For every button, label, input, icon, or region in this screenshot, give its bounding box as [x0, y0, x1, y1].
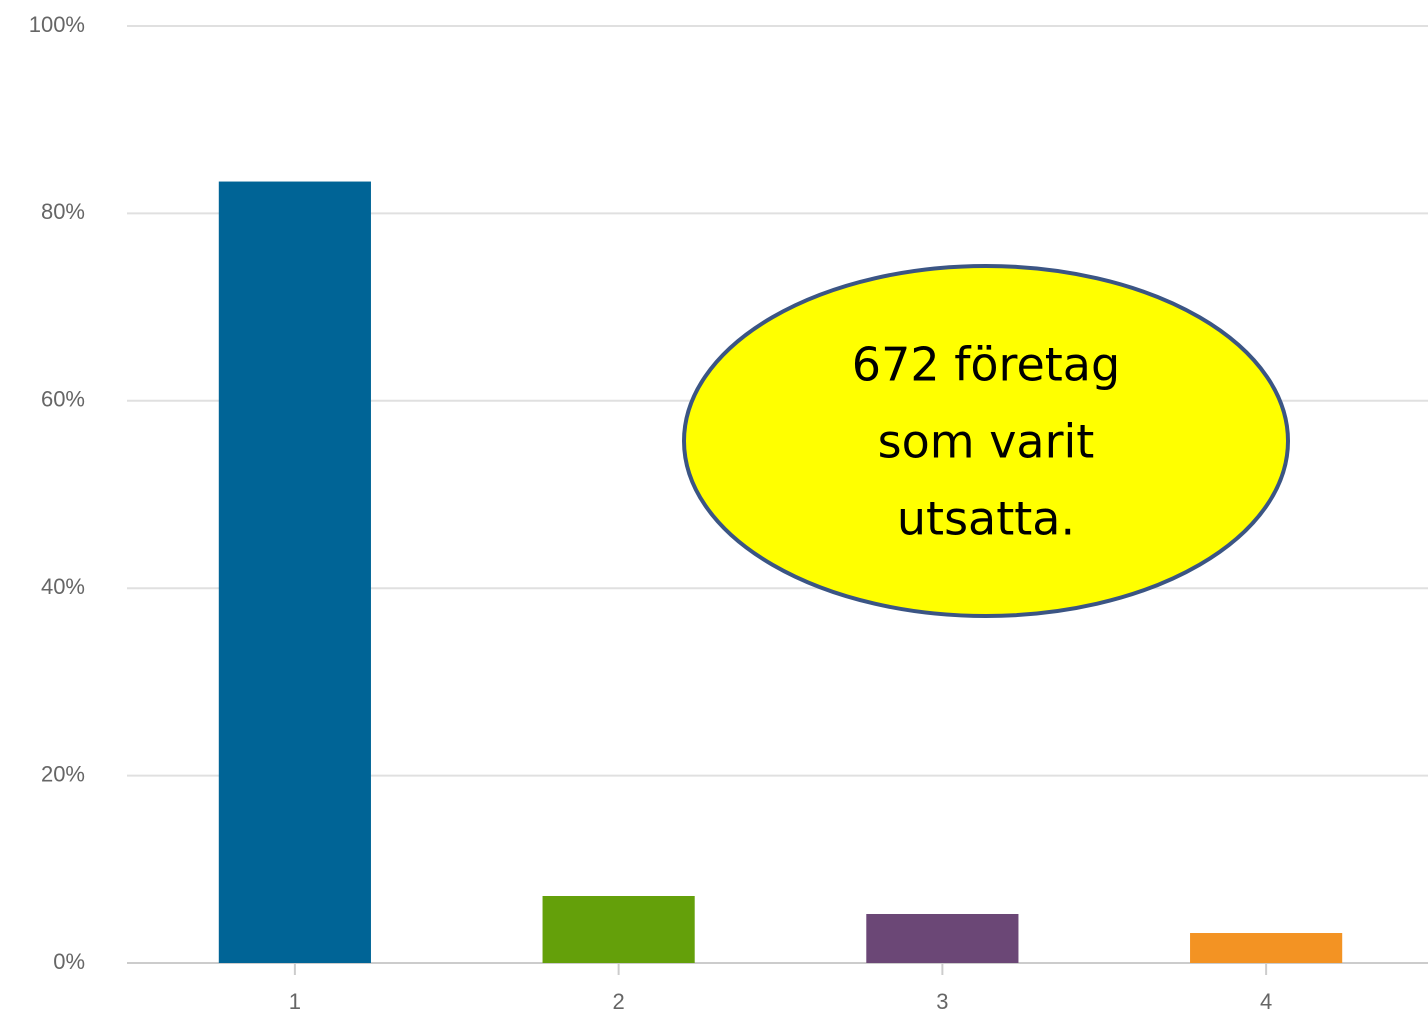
- bars: [218, 181, 1343, 964]
- annotation-bubble: [682, 264, 1290, 618]
- y-tick-label: 20%: [41, 761, 85, 786]
- x-tick-label: 3: [936, 989, 948, 1013]
- y-tick-label: 40%: [41, 574, 85, 599]
- x-tick-label: 2: [613, 989, 625, 1013]
- annotation-line: 672 företag: [852, 338, 1120, 392]
- y-tick-label: 100%: [29, 12, 85, 37]
- bar: [542, 896, 695, 963]
- y-tick-label: 0%: [53, 949, 85, 974]
- y-tick-label: 80%: [41, 199, 85, 224]
- bar: [866, 913, 1019, 963]
- annotation-line: som varit: [878, 415, 1095, 469]
- x-tick-label: 1: [289, 989, 301, 1013]
- bar: [1190, 933, 1343, 963]
- y-tick-label: 60%: [41, 387, 85, 412]
- bar: [218, 181, 371, 964]
- annotation-line: utsatta.: [897, 492, 1075, 546]
- x-tick-label: 4: [1260, 989, 1272, 1013]
